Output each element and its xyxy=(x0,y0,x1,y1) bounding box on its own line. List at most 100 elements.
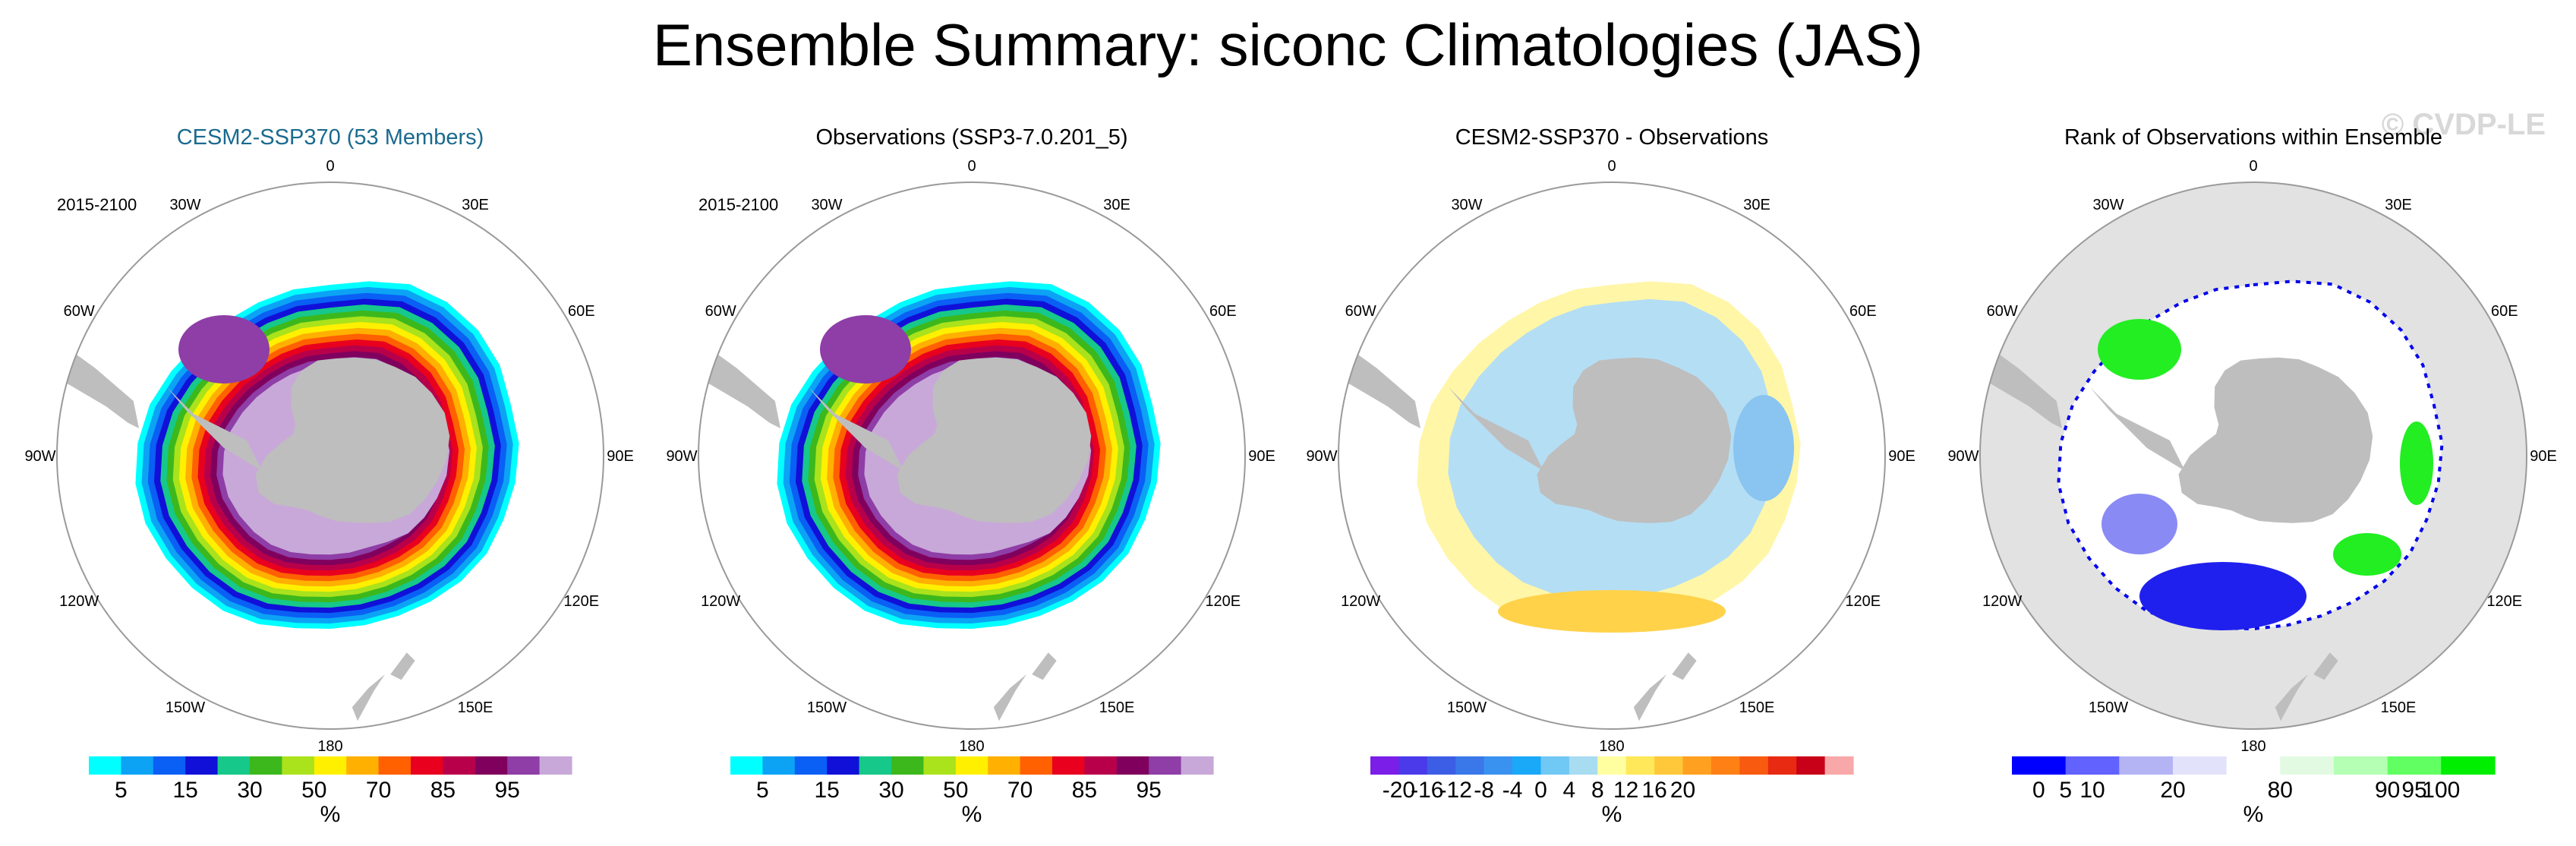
panel-1-lon-label-120E: 120E xyxy=(563,593,599,610)
panel-3-colorbar-label--4: -4 xyxy=(1502,778,1523,803)
panel-2-colorbar-label-5: 5 xyxy=(756,778,769,803)
panel-2-map xyxy=(701,281,1161,721)
panel-3-colorbar-swatch-13 xyxy=(1739,756,1769,775)
panel-1-colorbar-label-5: 5 xyxy=(115,778,128,803)
panel-4-lon-label-90W: 90W xyxy=(1947,448,1979,465)
panel-4-colorbar-swatch-8 xyxy=(2441,756,2496,775)
panel-4-colorbar-label-80: 80 xyxy=(2268,778,2293,803)
panel-3-colorbar-label--20: -20 xyxy=(1383,778,1415,803)
panel-2-lon-label-120E: 120E xyxy=(1205,593,1241,610)
panel-2-peninsula xyxy=(809,387,903,471)
panel-1-colorbar-label-30: 30 xyxy=(237,778,262,803)
panel-4-colorbar-swatch-4 xyxy=(2226,756,2281,775)
panel-3-colorbar-label-4: 4 xyxy=(1563,778,1576,803)
panel-3-colorbar-label--8: -8 xyxy=(1474,778,1494,803)
panel-4-lon-label-30E: 30E xyxy=(2385,197,2412,213)
panel-4-colorbar-label-5: 5 xyxy=(2059,778,2072,803)
panel-1-lon-label-90E: 90E xyxy=(607,448,634,465)
panel-2-colorbar-label-85: 85 xyxy=(1072,778,1097,803)
panel-3-lon-label-180: 180 xyxy=(1599,738,1624,755)
panel-2-colorbar-swatch-5 xyxy=(891,756,924,775)
panel-2-colorbar-swatch-4 xyxy=(859,756,892,775)
panel-3-lon-label-90W: 90W xyxy=(1306,448,1337,465)
panel-1-weddell-pack xyxy=(178,315,270,384)
panel-4-map xyxy=(1980,182,2527,729)
panel-2-colorbar-swatch-6 xyxy=(923,756,957,775)
panel-2-map-border xyxy=(698,182,1246,730)
panel-2-colorbar-swatch-0 xyxy=(730,756,763,775)
panel-3-colorbar-unit: % xyxy=(1602,802,1622,827)
panel-1-colorbar-swatch-0 xyxy=(89,756,121,775)
panel-3-lon-label-90E: 90E xyxy=(1888,448,1915,465)
panel-4-high-rank-weddell xyxy=(2098,319,2181,380)
panel-4-lon-label-180: 180 xyxy=(2240,738,2265,755)
panel-3: CESM2-SSP370 - Observations030E60E90E120… xyxy=(1306,125,1915,827)
panel-4-lon-label-30W: 30W xyxy=(2092,197,2124,213)
panel-3-south-america xyxy=(1341,346,1420,428)
panel-2-colorbar-swatch-12 xyxy=(1116,756,1149,775)
panel-1-colorbar-label-85: 85 xyxy=(430,778,456,803)
panel-4-lon-label-60W: 60W xyxy=(1987,303,2018,320)
panel-4-colorbar-swatch-5 xyxy=(2280,756,2335,775)
panel-1-colorbar-swatch-7 xyxy=(314,756,347,775)
panel-3-colorbar-swatch-1 xyxy=(1398,756,1428,775)
panel-4-lon-label-120W: 120W xyxy=(1982,593,2022,610)
panel-3-colorbar-swatch-8 xyxy=(1597,756,1627,775)
panel-2: Observations (SSP3-7.0.201_5) 2015-2100 0 3… xyxy=(666,125,1275,827)
panel-1-colorbar-label-15: 15 xyxy=(173,778,198,803)
panel-2-colorbar-label-95: 95 xyxy=(1137,778,1162,803)
panel-2-title: Observations (SSP3-7.0.201_5) xyxy=(815,125,1127,150)
panel-3-peninsula xyxy=(1449,387,1543,471)
panel-1-colorbar-unit: % xyxy=(320,802,341,827)
panel-3-lon-label-0: 0 xyxy=(1607,158,1616,175)
panel-4-colorbar-label-20: 20 xyxy=(2160,778,2185,803)
panel-2-lon-label-60E: 60E xyxy=(1209,303,1237,320)
panel-3-colorbar-label-12: 12 xyxy=(1613,778,1638,803)
panel-3-colorbar-label-20: 20 xyxy=(1670,778,1695,803)
panel-1-colorbar-swatch-2 xyxy=(153,756,186,775)
panel-2-period: 2015-2100 xyxy=(698,195,778,214)
panel-1-lon-label-150W: 150W xyxy=(166,699,205,716)
panel-1-colorbar-swatch-3 xyxy=(185,756,219,775)
panel-2-colorbar-swatch-11 xyxy=(1084,756,1118,775)
panel-4-lon-label-120E: 120E xyxy=(2486,593,2522,610)
panel-2-colorbar-swatch-10 xyxy=(1052,756,1085,775)
panel-3-colorbar-swatch-2 xyxy=(1427,756,1456,775)
figure-title: Ensemble Summary: siconc Climatologies (… xyxy=(652,11,1924,78)
panel-1-colorbar-label-50: 50 xyxy=(301,778,326,803)
panel-4-low-rank-amundsen xyxy=(2139,562,2306,630)
panel-4-colorbar-swatch-6 xyxy=(2334,756,2388,775)
panel-3-lon-label-30W: 30W xyxy=(1451,197,1482,213)
panel-2-colorbar-swatch-8 xyxy=(988,756,1021,775)
panel-3-lon-label-150W: 150W xyxy=(1447,699,1487,716)
panel-3-colorbar-swatch-6 xyxy=(1540,756,1570,775)
panel-1-colorbar-swatch-9 xyxy=(378,756,411,775)
panel-1-lon-label-0: 0 xyxy=(326,158,334,175)
panel-4-map-border xyxy=(1979,182,2527,730)
panel-2-lon-label-150W: 150W xyxy=(807,699,847,716)
panel-1-colorbar-label-95: 95 xyxy=(495,778,520,803)
panel-3-map xyxy=(1341,281,1801,721)
panel-2-antarctica xyxy=(897,357,1092,523)
panel-3-colorbar-swatch-10 xyxy=(1654,756,1684,775)
panel-1-lon-label-180: 180 xyxy=(317,738,342,755)
panel-1-lon-label-30W: 30W xyxy=(169,197,200,213)
panel-4-new-zealand-north xyxy=(2313,652,2338,680)
panel-2-lon-label-90W: 90W xyxy=(666,448,697,465)
panel-4: Rank of Observations within Ensemble 0 30E… xyxy=(1947,125,2556,827)
panel-2-south-america xyxy=(701,346,780,428)
panel-1-lon-label-120W: 120W xyxy=(59,593,99,610)
panel-1-south-america xyxy=(59,346,139,428)
panel-1-new-zealand-north xyxy=(390,652,415,680)
panel-3-colorbar-label-0: 0 xyxy=(1534,778,1547,803)
panel-3-lon-label-120W: 120W xyxy=(1341,593,1380,610)
panel-3-new-zealand xyxy=(1633,674,1666,721)
panel-1-period: 2015-2100 xyxy=(57,195,137,214)
panel-3-title: CESM2-SSP370 - Observations xyxy=(1455,125,1769,150)
panel-4-colorbar-label-0: 0 xyxy=(2032,778,2045,803)
panel-4-colorbar-swatch-2 xyxy=(2119,756,2174,775)
panel-2-lon-label-180: 180 xyxy=(959,738,984,755)
panel-3-colorbar-swatch-15 xyxy=(1796,756,1826,775)
panel-3-colorbar-swatch-4 xyxy=(1483,756,1513,775)
panel-3-colorbar-label--16: -16 xyxy=(1411,778,1443,803)
